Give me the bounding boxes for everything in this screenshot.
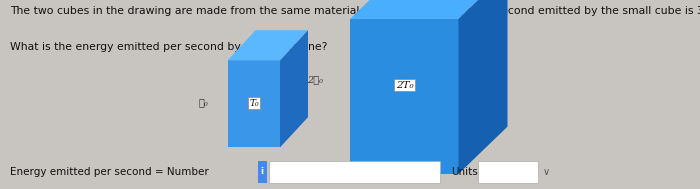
FancyBboxPatch shape — [228, 60, 280, 147]
Text: T₀: T₀ — [249, 98, 259, 108]
FancyBboxPatch shape — [269, 161, 440, 183]
FancyBboxPatch shape — [350, 19, 458, 174]
Text: Energy emitted per second = Number: Energy emitted per second = Number — [10, 167, 209, 177]
Text: 2T₀: 2T₀ — [395, 81, 414, 90]
Text: i: i — [260, 167, 264, 177]
Text: Units: Units — [451, 167, 477, 177]
FancyBboxPatch shape — [478, 161, 538, 183]
FancyBboxPatch shape — [258, 161, 267, 183]
Polygon shape — [280, 30, 308, 147]
Polygon shape — [350, 0, 508, 19]
Polygon shape — [458, 0, 507, 174]
Text: The two cubes in the drawing are made from the same material. The radiant energy: The two cubes in the drawing are made fr… — [10, 6, 700, 16]
Text: What is the energy emitted per second by the larger one?: What is the energy emitted per second by… — [10, 42, 328, 52]
Text: ℓ₀: ℓ₀ — [199, 98, 209, 108]
Text: ∨: ∨ — [542, 167, 550, 177]
Polygon shape — [228, 30, 308, 60]
Text: 2ℓ₀: 2ℓ₀ — [307, 75, 323, 84]
